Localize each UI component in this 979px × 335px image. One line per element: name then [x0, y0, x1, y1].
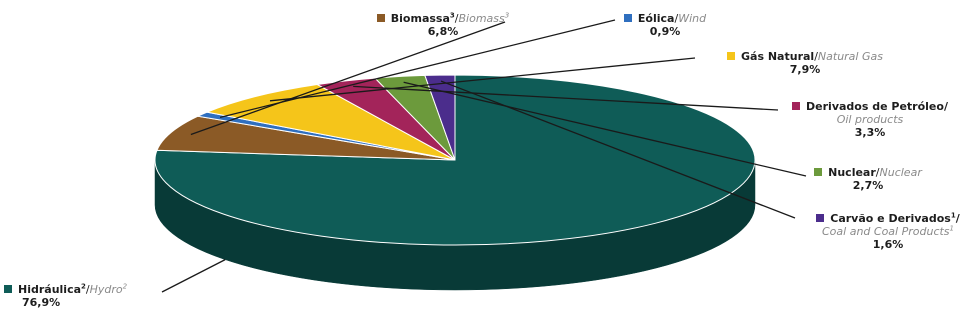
value-biomassa: 6,8% — [427, 25, 459, 38]
value-eolica: 0,9% — [649, 25, 681, 38]
pie-top-faces — [154, 74, 756, 246]
leader-line-1 — [190, 21, 506, 136]
label-carvao-derivados: Carvão e Derivados1/ Coal and Coal Produ… — [798, 212, 978, 251]
label-hidraulica: Hidráulica2/Hydro2 76,9% — [4, 283, 154, 309]
legend-swatch-carvao-derivados — [816, 214, 825, 222]
value-carvao-derivados: 1,6% — [872, 238, 904, 251]
leader-line-4 — [353, 85, 779, 111]
label-derivados-petroleo: Derivados de Petróleo/ Oil products 3,3% — [780, 100, 960, 139]
value-derivados-petroleo: 3,3% — [854, 126, 886, 139]
leader-line-0 — [161, 259, 226, 293]
legend-swatch-biomassa — [376, 14, 385, 22]
label-eolica: Eólica/Wind 0,9% — [620, 12, 710, 38]
label-gas-natural: Gás Natural/Natural Gas 7,9% — [710, 50, 900, 76]
leader-line-3 — [269, 57, 696, 102]
legend-swatch-nuclear — [814, 168, 823, 176]
value-gas-natural: 7,9% — [789, 63, 821, 76]
legend-swatch-gas-natural — [727, 52, 736, 60]
leader-line-2 — [219, 19, 616, 118]
value-nuclear: 2,7% — [852, 179, 884, 192]
legend-swatch-hidraulica — [4, 285, 12, 293]
pie-slice-6 — [424, 74, 456, 161]
value-hidraulica: 76,9% — [22, 296, 61, 309]
label-nuclear: Nuclear/Nuclear 2,7% — [808, 166, 928, 192]
label-biomassa: Biomassa3/Biomass3 6,8% — [368, 12, 518, 38]
legend-swatch-derivados-petroleo — [792, 102, 801, 110]
leader-line-5 — [403, 81, 807, 177]
legend-swatch-eolica — [623, 14, 632, 22]
leader-line-6 — [440, 80, 796, 219]
pie-slice-3 — [205, 83, 456, 161]
pie-slice-1 — [156, 115, 456, 161]
pie-leader-lines — [161, 19, 807, 293]
